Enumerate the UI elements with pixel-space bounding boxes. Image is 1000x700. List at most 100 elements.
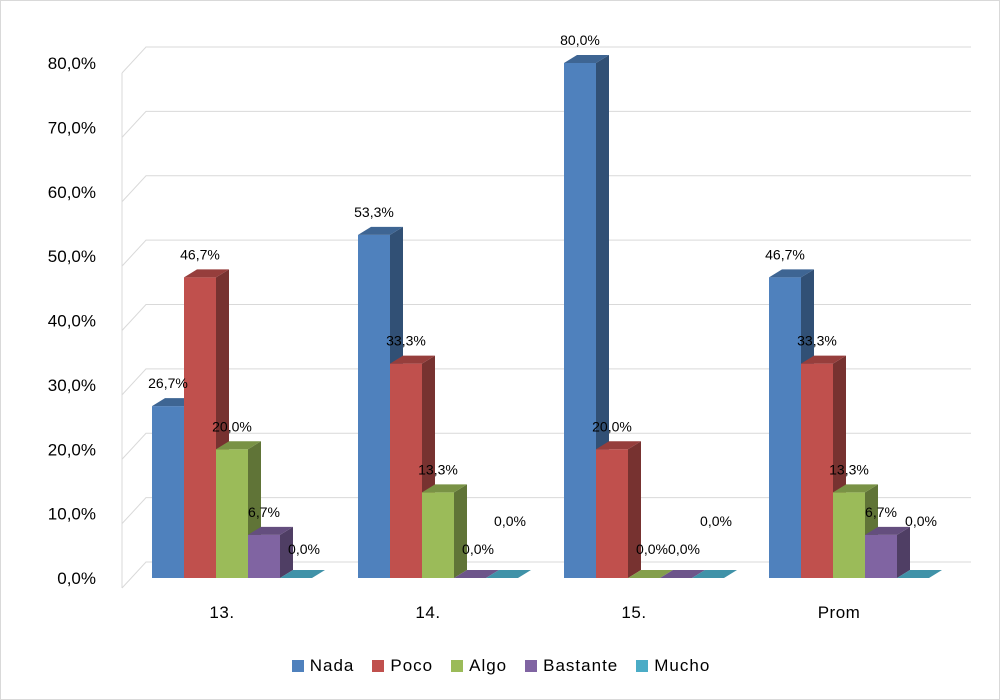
bar-poco-2: [596, 441, 641, 578]
legend-label: Mucho: [654, 656, 711, 675]
bar-front: [769, 277, 801, 578]
y-tick-label: 10,0%: [48, 505, 96, 524]
data-label: 6,7%: [248, 504, 280, 520]
bar-top: [486, 570, 531, 578]
bar-front: [564, 63, 596, 578]
bar-top: [216, 441, 261, 450]
bar-top: [454, 570, 499, 578]
bar-front: [596, 449, 628, 578]
bar-top: [801, 355, 846, 364]
bar-algo-1: [422, 484, 467, 578]
bar-top: [564, 55, 609, 63]
data-label: 6,7%: [865, 504, 897, 520]
data-label: 0,0%: [494, 513, 526, 529]
data-label: 13,3%: [418, 461, 458, 477]
bar-front: [801, 363, 833, 578]
data-label: 20,0%: [592, 418, 632, 434]
legend-swatch: [636, 660, 649, 672]
legend-item-algo: Algo: [451, 656, 507, 676]
legend-item-poco: Poco: [372, 656, 433, 676]
legend-item-nada: Nada: [291, 656, 355, 676]
bar-front: [184, 277, 216, 578]
legend-swatch: [451, 660, 464, 672]
legend-label: Bastante: [543, 656, 619, 675]
gridline: [121, 497, 971, 524]
legend-swatch: [525, 660, 538, 672]
bar-front: [390, 363, 422, 578]
y-tick-label: 40,0%: [48, 312, 96, 331]
data-label: 33,3%: [797, 333, 837, 349]
bar-top: [865, 526, 910, 535]
bar-side: [280, 526, 293, 578]
legend-label: Algo: [469, 656, 508, 675]
bar-top: [596, 441, 641, 450]
gridlines: [121, 46, 971, 589]
y-tick-label: 60,0%: [48, 183, 96, 202]
data-label: 13,3%: [829, 461, 869, 477]
gridline: [121, 432, 971, 460]
gridline: [121, 239, 971, 267]
chart-legend: Nada Poco Algo Bastante Mucho: [1, 656, 999, 676]
bar-algo-2: [628, 570, 673, 578]
legend-swatch: [291, 660, 304, 672]
bar-side: [628, 441, 641, 578]
bar-mucho-2: [692, 570, 737, 578]
bar-mucho-1: [486, 570, 531, 578]
bar-side: [454, 484, 467, 578]
legend-item-mucho: Mucho: [636, 656, 710, 676]
bar-bastante-2: [660, 570, 705, 578]
bar-front: [865, 534, 897, 578]
bars: [152, 55, 942, 578]
bar-front: [833, 492, 865, 578]
bar-top: [248, 526, 293, 535]
bar-bastante-0: [248, 526, 293, 578]
bar-mucho-0: [280, 570, 325, 578]
bar-top: [184, 269, 229, 278]
gridline: [121, 304, 971, 331]
bar-top: [660, 570, 705, 578]
bar-front: [216, 449, 248, 578]
bar-top: [390, 355, 435, 364]
y-tick-label: 30,0%: [48, 376, 96, 395]
x-tick-label: 15.: [621, 603, 646, 622]
x-tick-label: 14.: [415, 603, 440, 622]
y-tick-label: 80,0%: [48, 54, 96, 73]
gridline: [121, 110, 971, 138]
bar-bastante-1: [454, 570, 499, 578]
legend-swatch: [372, 660, 385, 672]
x-tick-label: 13.: [209, 603, 234, 622]
gridline: [121, 368, 971, 396]
data-label: 0,0%: [636, 541, 668, 557]
data-label: 0,0%: [462, 541, 494, 557]
bar-top: [358, 226, 403, 235]
bar-front: [358, 234, 390, 578]
bar-top: [833, 484, 878, 493]
data-labels: 26,7% 53,3% 80,0% 46,7% 46,7% 33,3% 20,0% 33,3%…: [148, 32, 937, 557]
bar-front: [248, 534, 280, 578]
bar-front: [422, 492, 454, 578]
y-tick-label: 70,0%: [48, 118, 96, 137]
data-label: 0,0%: [288, 541, 320, 557]
gridline: [121, 561, 971, 589]
y-tick-label: 0,0%: [57, 569, 96, 588]
bar-side: [897, 526, 910, 578]
bar-top: [280, 570, 325, 578]
data-label: 0,0%: [700, 513, 732, 529]
bar-bastante-3: [865, 526, 910, 578]
y-tick-label: 20,0%: [48, 440, 96, 459]
chart-plot: 0,0% 10,0% 20,0% 30,0% 40,0% 50,0% 60,0% 70,0% 8…: [48, 32, 971, 622]
bar-mucho-3: [897, 570, 942, 578]
data-label: 80,0%: [560, 32, 600, 48]
x-tick-label: Prom: [818, 603, 861, 622]
legend-label: Poco: [390, 656, 434, 675]
bar-top: [769, 269, 814, 278]
data-label: 46,7%: [765, 246, 805, 262]
legend-item-bastante: Bastante: [525, 656, 618, 676]
gridline: [121, 46, 971, 74]
data-label: 53,3%: [354, 204, 394, 220]
data-label: 33,3%: [386, 333, 426, 349]
bar-top: [692, 570, 737, 578]
y-tick-label: 50,0%: [48, 247, 96, 266]
bar-front: [152, 406, 184, 578]
